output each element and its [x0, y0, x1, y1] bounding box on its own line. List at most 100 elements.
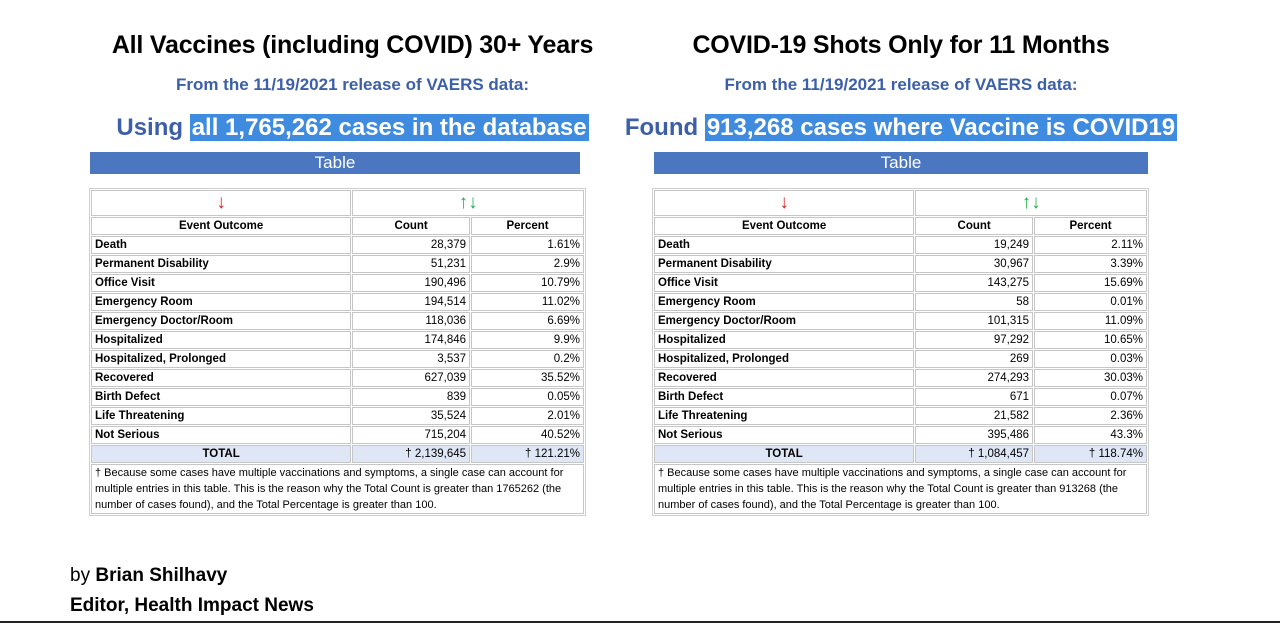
byline-author: Brian Shilhavy — [95, 565, 228, 586]
table-row: Office Visit 190,496 10.79% — [91, 274, 584, 292]
sort-down-arrow-icon[interactable]: ↓ — [91, 190, 352, 216]
table-row: Not Serious 715,204 40.52% — [91, 426, 584, 444]
row-count: 97,292 — [915, 331, 1034, 349]
table-footnote: † Because some cases have multiple vacci… — [91, 464, 584, 514]
row-label: Emergency Room — [91, 293, 352, 311]
row-count: 30,967 — [915, 255, 1034, 273]
byline: by Brian Shilhavy Editor, Health Impact … — [70, 561, 314, 621]
row-label: Hospitalized — [91, 331, 352, 349]
total-label: TOTAL — [654, 445, 915, 463]
row-percent: 9.9% — [471, 331, 584, 349]
row-percent: 0.03% — [1034, 350, 1147, 368]
row-count: 143,275 — [915, 274, 1034, 292]
right-headline: Found 913,268 cases where Vaccine is COV… — [606, 114, 1196, 142]
table-row: Death 19,249 2.11% — [654, 236, 1147, 254]
row-label: Birth Defect — [654, 388, 915, 406]
left-table-container: ↓ ↑↓ Event Outcome Count Percent Death 28… — [89, 188, 586, 516]
col-count: Count — [915, 217, 1034, 235]
row-percent: 0.05% — [471, 388, 584, 406]
row-percent: 0.07% — [1034, 388, 1147, 406]
row-count: 671 — [915, 388, 1034, 406]
left-headline-highlight: all 1,765,262 cases in the database — [189, 114, 589, 141]
row-label: Life Threatening — [654, 407, 915, 425]
table-row: Birth Defect 839 0.05% — [91, 388, 584, 406]
table-footnote-row: † Because some cases have multiple vacci… — [654, 464, 1147, 514]
left-title: All Vaccines (including COVID) 30+ Years — [111, 31, 594, 59]
row-percent: 10.79% — [471, 274, 584, 292]
table-row: Hospitalized 97,292 10.65% — [654, 331, 1147, 349]
row-percent: 2.11% — [1034, 236, 1147, 254]
row-count: 35,524 — [352, 407, 471, 425]
sort-up-down-arrows-icon[interactable]: ↑↓ — [915, 190, 1147, 216]
table-row: Emergency Room 58 0.01% — [654, 293, 1147, 311]
row-percent: 43.3% — [1034, 426, 1147, 444]
total-label: TOTAL — [91, 445, 352, 463]
table-row: Not Serious 395,486 43.3% — [654, 426, 1147, 444]
table-header-row: Event Outcome Count Percent — [654, 217, 1147, 235]
row-percent: 1.61% — [471, 236, 584, 254]
table-row: Recovered 274,293 30.03% — [654, 369, 1147, 387]
right-results-table: ↓ ↑↓ Event Outcome Count Percent Death 19… — [653, 189, 1148, 515]
table-sort-row: ↓ ↑↓ — [91, 190, 584, 216]
col-count: Count — [352, 217, 471, 235]
total-percent: † 118.74% — [1034, 445, 1147, 463]
row-count: 58 — [915, 293, 1034, 311]
row-percent: 2.9% — [471, 255, 584, 273]
col-percent: Percent — [471, 217, 584, 235]
table-row: Permanent Disability 30,967 3.39% — [654, 255, 1147, 273]
table-row: Hospitalized, Prolonged 269 0.03% — [654, 350, 1147, 368]
table-total-row: TOTAL † 2,139,645 † 121.21% — [91, 445, 584, 463]
row-percent: 10.65% — [1034, 331, 1147, 349]
table-row: Office Visit 143,275 15.69% — [654, 274, 1147, 292]
row-count: 21,582 — [915, 407, 1034, 425]
row-percent: 35.52% — [471, 369, 584, 387]
row-label: Emergency Doctor/Room — [91, 312, 352, 330]
table-row: Emergency Room 194,514 11.02% — [91, 293, 584, 311]
table-row: Life Threatening 21,582 2.36% — [654, 407, 1147, 425]
table-total-row: TOTAL † 1,084,457 † 118.74% — [654, 445, 1147, 463]
row-percent: 3.39% — [1034, 255, 1147, 273]
table-row: Death 28,379 1.61% — [91, 236, 584, 254]
right-title: COVID-19 Shots Only for 11 Months — [692, 31, 1110, 59]
col-event-outcome: Event Outcome — [654, 217, 915, 235]
row-percent: 2.36% — [1034, 407, 1147, 425]
row-count: 28,379 — [352, 236, 471, 254]
row-label: Hospitalized, Prolonged — [91, 350, 352, 368]
total-percent: † 121.21% — [471, 445, 584, 463]
sort-up-down-arrows-icon[interactable]: ↑↓ — [352, 190, 584, 216]
table-row: Permanent Disability 51,231 2.9% — [91, 255, 584, 273]
sort-down-arrow-icon[interactable]: ↓ — [654, 190, 915, 216]
row-label: Hospitalized — [654, 331, 915, 349]
total-count: † 1,084,457 — [915, 445, 1034, 463]
row-label: Hospitalized, Prolonged — [654, 350, 915, 368]
left-results-table: ↓ ↑↓ Event Outcome Count Percent Death 28… — [90, 189, 585, 515]
right-headline-highlight: 913,268 cases where Vaccine is COVID19 — [704, 114, 1178, 141]
right-table-bar: Table — [654, 152, 1148, 174]
row-count: 269 — [915, 350, 1034, 368]
row-label: Recovered — [654, 369, 915, 387]
row-count: 627,039 — [352, 369, 471, 387]
left-headline-prefix: Using — [116, 114, 184, 141]
row-count: 3,537 — [352, 350, 471, 368]
table-header-row: Event Outcome Count Percent — [91, 217, 584, 235]
byline-prefix: by — [70, 565, 91, 586]
table-row: Life Threatening 35,524 2.01% — [91, 407, 584, 425]
row-label: Death — [91, 236, 352, 254]
row-label: Office Visit — [91, 274, 352, 292]
total-count: † 2,139,645 — [352, 445, 471, 463]
row-percent: 0.01% — [1034, 293, 1147, 311]
table-sort-row: ↓ ↑↓ — [654, 190, 1147, 216]
row-count: 715,204 — [352, 426, 471, 444]
table-row: Hospitalized 174,846 9.9% — [91, 331, 584, 349]
col-percent: Percent — [1034, 217, 1147, 235]
row-label: Birth Defect — [91, 388, 352, 406]
right-headline-prefix: Found — [624, 114, 699, 141]
row-count: 274,293 — [915, 369, 1034, 387]
row-count: 190,496 — [352, 274, 471, 292]
right-table-container: ↓ ↑↓ Event Outcome Count Percent Death 19… — [652, 188, 1149, 516]
col-event-outcome: Event Outcome — [91, 217, 352, 235]
row-count: 839 — [352, 388, 471, 406]
row-count: 174,846 — [352, 331, 471, 349]
row-label: Not Serious — [654, 426, 915, 444]
table-footnote-row: † Because some cases have multiple vacci… — [91, 464, 584, 514]
